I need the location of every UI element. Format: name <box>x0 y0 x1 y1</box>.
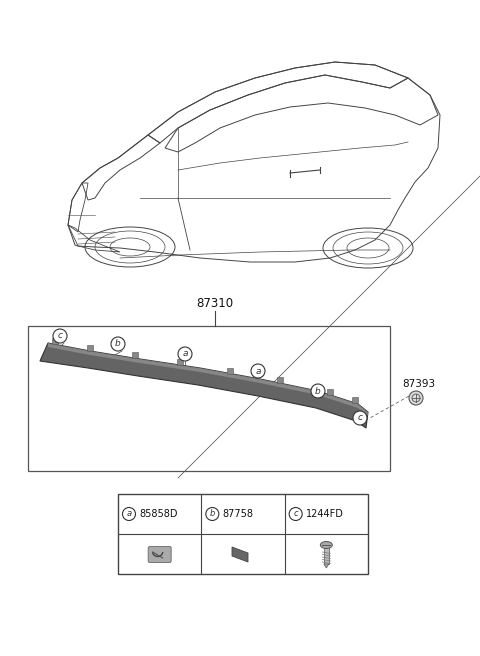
Bar <box>87 345 93 351</box>
Text: 87393: 87393 <box>402 379 435 389</box>
Bar <box>177 359 183 365</box>
Text: c: c <box>293 510 298 518</box>
Text: a: a <box>255 367 261 375</box>
Polygon shape <box>48 343 368 416</box>
Circle shape <box>289 508 302 520</box>
Circle shape <box>311 384 325 398</box>
Circle shape <box>178 347 192 361</box>
Bar <box>227 367 233 373</box>
Text: b: b <box>210 510 215 518</box>
Text: 1244FD: 1244FD <box>306 509 344 519</box>
Text: a: a <box>182 350 188 358</box>
Bar <box>352 397 358 403</box>
Text: a: a <box>126 510 132 518</box>
Bar <box>118 494 368 574</box>
Text: b: b <box>115 340 121 348</box>
Polygon shape <box>232 547 248 562</box>
Circle shape <box>206 508 219 520</box>
Bar <box>132 352 138 358</box>
FancyBboxPatch shape <box>148 546 171 562</box>
Circle shape <box>353 411 367 425</box>
Polygon shape <box>40 343 368 428</box>
Bar <box>324 544 329 564</box>
Text: 85858D: 85858D <box>139 509 178 519</box>
Bar <box>327 389 333 395</box>
Circle shape <box>111 337 125 351</box>
Bar <box>277 377 283 383</box>
Bar <box>52 338 58 344</box>
Text: 87758: 87758 <box>222 509 253 519</box>
Text: b: b <box>315 386 321 396</box>
Polygon shape <box>324 564 329 568</box>
Circle shape <box>251 364 265 378</box>
Text: c: c <box>358 413 362 422</box>
Bar <box>28 326 390 471</box>
Text: c: c <box>58 331 62 340</box>
Circle shape <box>53 329 67 343</box>
Ellipse shape <box>320 541 332 548</box>
Text: 87310: 87310 <box>196 297 234 310</box>
Circle shape <box>409 391 423 405</box>
Circle shape <box>122 508 135 520</box>
